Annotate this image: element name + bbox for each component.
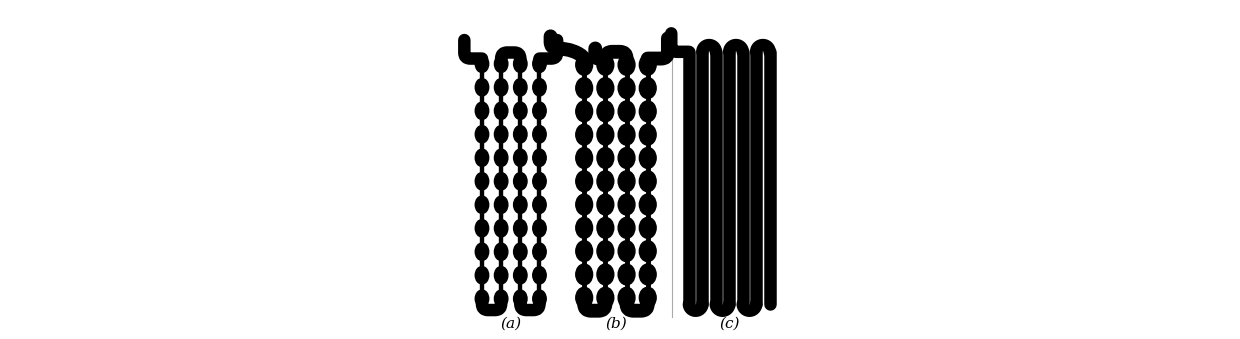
- Ellipse shape: [475, 196, 489, 214]
- Ellipse shape: [640, 241, 656, 262]
- Ellipse shape: [575, 264, 593, 285]
- Ellipse shape: [619, 287, 635, 308]
- Ellipse shape: [533, 55, 546, 73]
- Text: (b): (b): [605, 317, 627, 331]
- Ellipse shape: [475, 149, 489, 166]
- Ellipse shape: [596, 171, 614, 192]
- Ellipse shape: [596, 147, 614, 168]
- Ellipse shape: [640, 287, 656, 308]
- Ellipse shape: [596, 241, 614, 262]
- Ellipse shape: [575, 54, 593, 75]
- Ellipse shape: [619, 101, 635, 122]
- Ellipse shape: [619, 217, 635, 238]
- Ellipse shape: [513, 55, 527, 73]
- Ellipse shape: [640, 171, 656, 192]
- Ellipse shape: [495, 266, 508, 284]
- Ellipse shape: [495, 79, 508, 96]
- Ellipse shape: [596, 101, 614, 122]
- Ellipse shape: [513, 102, 527, 120]
- Ellipse shape: [619, 194, 635, 215]
- Ellipse shape: [596, 217, 614, 238]
- Ellipse shape: [495, 196, 508, 214]
- Ellipse shape: [513, 243, 527, 260]
- Ellipse shape: [596, 264, 614, 285]
- Ellipse shape: [533, 266, 546, 284]
- Ellipse shape: [475, 125, 489, 143]
- Text: (c): (c): [719, 317, 739, 331]
- Ellipse shape: [475, 102, 489, 120]
- Ellipse shape: [575, 101, 593, 122]
- Ellipse shape: [619, 78, 635, 99]
- Ellipse shape: [495, 290, 508, 307]
- Ellipse shape: [619, 124, 635, 145]
- Ellipse shape: [575, 241, 593, 262]
- Ellipse shape: [513, 220, 527, 237]
- Ellipse shape: [475, 243, 489, 260]
- Ellipse shape: [533, 149, 546, 166]
- Ellipse shape: [619, 171, 635, 192]
- Ellipse shape: [475, 266, 489, 284]
- Text: (a): (a): [500, 317, 521, 331]
- Ellipse shape: [495, 102, 508, 120]
- Ellipse shape: [640, 147, 656, 168]
- Ellipse shape: [619, 54, 635, 75]
- Ellipse shape: [533, 102, 546, 120]
- Ellipse shape: [640, 124, 656, 145]
- Ellipse shape: [513, 196, 527, 214]
- Ellipse shape: [495, 173, 508, 190]
- Ellipse shape: [475, 55, 489, 73]
- Ellipse shape: [513, 290, 527, 307]
- Ellipse shape: [575, 124, 593, 145]
- Ellipse shape: [513, 173, 527, 190]
- Ellipse shape: [513, 79, 527, 96]
- Ellipse shape: [533, 173, 546, 190]
- Ellipse shape: [533, 290, 546, 307]
- Ellipse shape: [619, 147, 635, 168]
- Ellipse shape: [596, 194, 614, 215]
- Ellipse shape: [596, 287, 614, 308]
- Ellipse shape: [533, 220, 546, 237]
- Ellipse shape: [640, 264, 656, 285]
- Ellipse shape: [575, 287, 593, 308]
- Ellipse shape: [533, 243, 546, 260]
- Ellipse shape: [640, 217, 656, 238]
- Ellipse shape: [596, 124, 614, 145]
- Ellipse shape: [513, 149, 527, 166]
- Ellipse shape: [575, 171, 593, 192]
- Ellipse shape: [640, 78, 656, 99]
- Ellipse shape: [513, 125, 527, 143]
- Ellipse shape: [533, 196, 546, 214]
- Ellipse shape: [596, 54, 614, 75]
- Ellipse shape: [495, 125, 508, 143]
- Ellipse shape: [596, 78, 614, 99]
- Ellipse shape: [533, 125, 546, 143]
- Ellipse shape: [475, 173, 489, 190]
- Ellipse shape: [640, 194, 656, 215]
- Ellipse shape: [495, 220, 508, 237]
- Ellipse shape: [475, 79, 489, 96]
- Ellipse shape: [640, 54, 656, 75]
- Ellipse shape: [640, 101, 656, 122]
- Ellipse shape: [575, 194, 593, 215]
- Ellipse shape: [575, 78, 593, 99]
- Ellipse shape: [495, 149, 508, 166]
- Ellipse shape: [619, 264, 635, 285]
- Ellipse shape: [513, 266, 527, 284]
- Ellipse shape: [495, 55, 508, 73]
- Ellipse shape: [619, 241, 635, 262]
- Ellipse shape: [475, 290, 489, 307]
- Ellipse shape: [575, 217, 593, 238]
- Ellipse shape: [495, 243, 508, 260]
- Ellipse shape: [475, 220, 489, 237]
- Ellipse shape: [575, 147, 593, 168]
- Ellipse shape: [533, 79, 546, 96]
